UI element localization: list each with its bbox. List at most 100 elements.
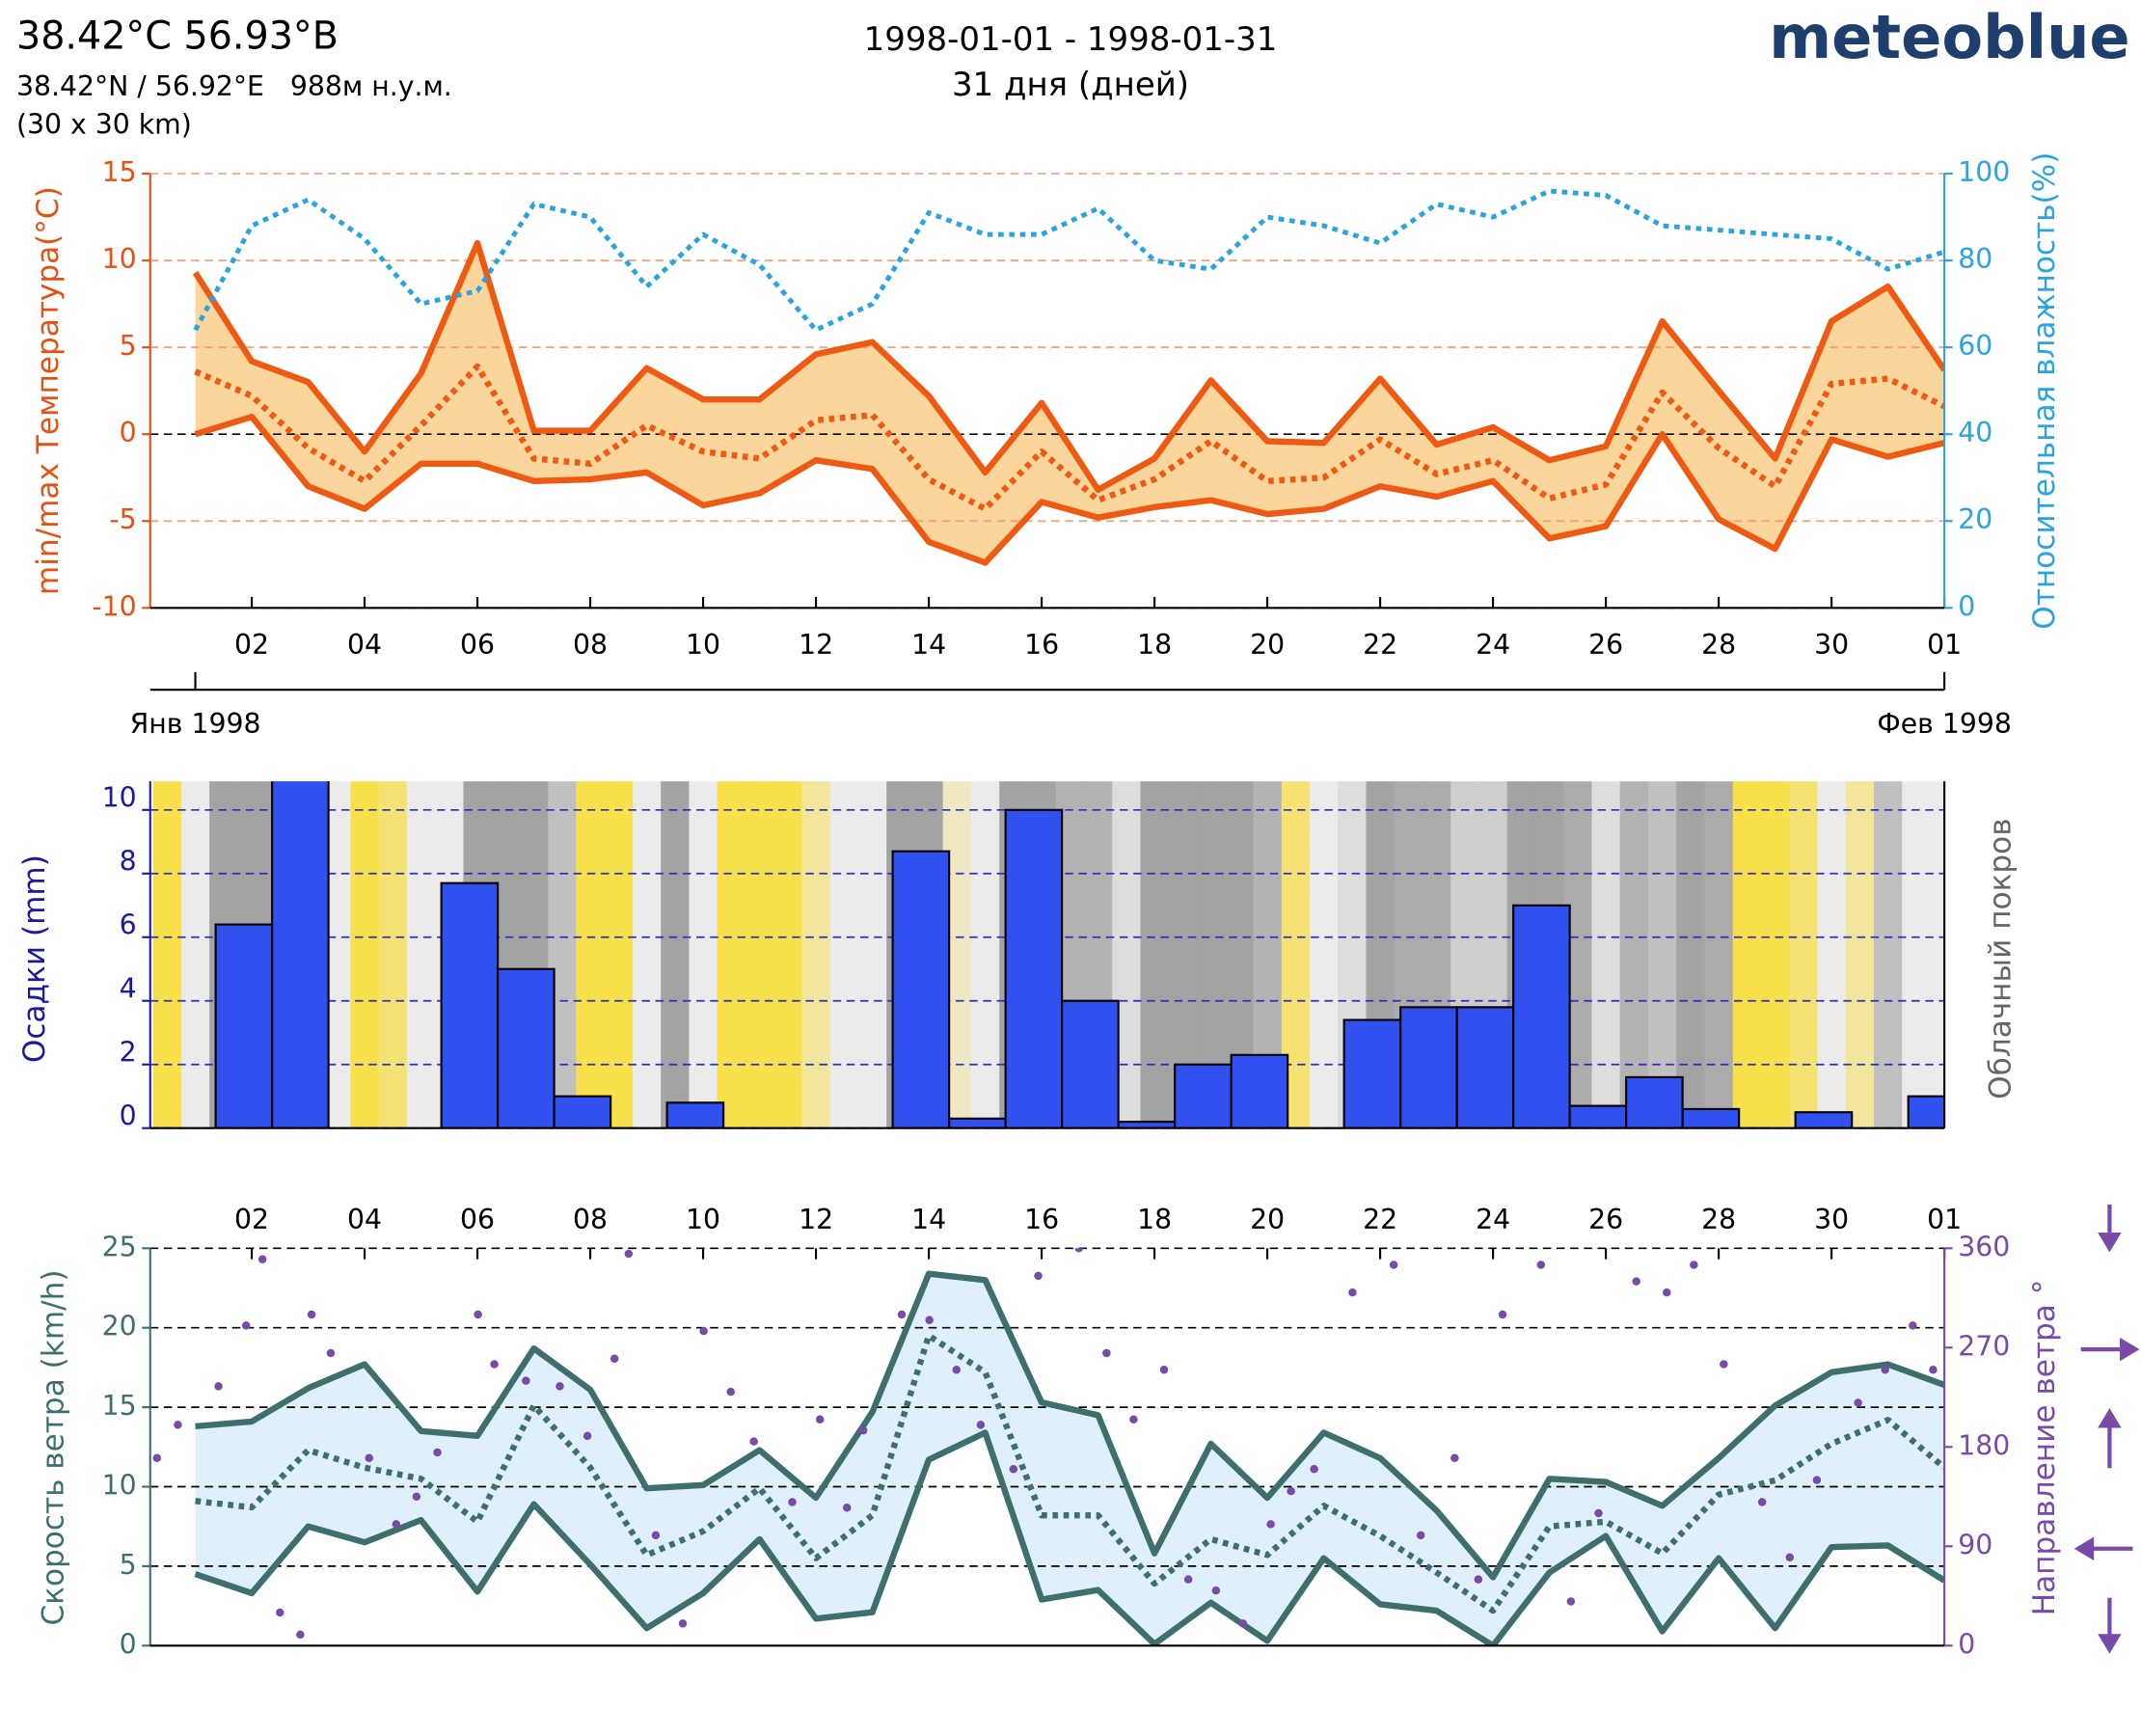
direction-point bbox=[1785, 1553, 1795, 1561]
cloud-cover bbox=[1676, 781, 1706, 1128]
direction-point bbox=[1416, 1531, 1425, 1540]
y-tick-label: -10 bbox=[92, 590, 136, 622]
cloud-cover bbox=[378, 781, 408, 1128]
y2-tick-label: 360 bbox=[1958, 1231, 2010, 1262]
y-axis-label: Осадки (mm) bbox=[17, 854, 52, 1063]
direction-point bbox=[699, 1326, 708, 1336]
cloud-cover bbox=[1930, 781, 1945, 1128]
x-tick-label: 08 bbox=[573, 629, 608, 661]
bar bbox=[1907, 1095, 1945, 1128]
x-tick-label: 16 bbox=[1024, 629, 1059, 661]
y-tick-label: 0 bbox=[120, 417, 137, 448]
bar bbox=[1512, 904, 1571, 1128]
x-tick-label: 01 bbox=[1927, 1204, 1962, 1235]
direction-point bbox=[326, 1348, 336, 1358]
direction-point bbox=[1266, 1520, 1275, 1529]
direction-point bbox=[433, 1448, 442, 1457]
direction-point bbox=[1159, 1365, 1169, 1374]
x-tick-label: 14 bbox=[911, 1204, 946, 1235]
cloud-cover bbox=[1647, 781, 1677, 1128]
direction-point bbox=[1310, 1464, 1318, 1474]
y-tick-label: 5 bbox=[120, 330, 137, 362]
cloud-cover bbox=[1845, 781, 1875, 1128]
direction-point bbox=[1881, 1365, 1889, 1374]
cloud-cover bbox=[1619, 781, 1649, 1128]
cloud-cover bbox=[661, 781, 691, 1128]
x-tick-label: 20 bbox=[1250, 1204, 1285, 1235]
bar bbox=[271, 781, 330, 1128]
direction-point bbox=[842, 1504, 852, 1512]
line bbox=[195, 1270, 1945, 1581]
cloud-cover bbox=[970, 781, 1000, 1128]
bar bbox=[1399, 1006, 1458, 1128]
direction-point bbox=[1287, 1486, 1295, 1496]
bar bbox=[1625, 1075, 1684, 1128]
direction-point bbox=[610, 1354, 619, 1363]
y-axis-label: Скорость ветра (km/h) bbox=[37, 1269, 71, 1625]
y-tick-label: 15 bbox=[102, 1390, 137, 1422]
x-tick-label: 10 bbox=[686, 629, 720, 661]
month-label: Янв 1998 bbox=[130, 708, 261, 740]
arrow-head bbox=[2120, 1337, 2140, 1362]
direction-point bbox=[1720, 1360, 1728, 1369]
cloud-cover bbox=[350, 781, 380, 1128]
y-tick-label: 10 bbox=[102, 781, 137, 813]
cloud-cover bbox=[717, 781, 746, 1128]
y-tick-label: -5 bbox=[109, 503, 136, 535]
band-layer bbox=[195, 243, 1945, 563]
direction-point bbox=[522, 1376, 530, 1385]
direction-point bbox=[1348, 1288, 1357, 1297]
cloud-cover bbox=[801, 781, 831, 1128]
data-layer bbox=[214, 781, 1945, 1128]
x-tick-label: 06 bbox=[460, 629, 495, 661]
x-tick-label: 22 bbox=[1363, 629, 1397, 661]
x-tick-label: 08 bbox=[573, 1204, 608, 1235]
direction-arrows bbox=[2073, 1204, 2140, 1654]
line bbox=[194, 414, 1945, 566]
direction-point bbox=[1183, 1575, 1193, 1584]
y-tick-label: 20 bbox=[102, 1311, 137, 1343]
direction-point bbox=[1009, 1464, 1018, 1474]
bar bbox=[497, 967, 556, 1128]
cloud-cover bbox=[1309, 781, 1339, 1128]
direction-point bbox=[749, 1437, 758, 1446]
y-tick-label: 4 bbox=[120, 972, 137, 1004]
axis-layer: 0 2 4 6 8 10 bbox=[102, 781, 1946, 1131]
direction-point bbox=[976, 1421, 986, 1429]
direction-point bbox=[152, 1453, 162, 1462]
arrow-head bbox=[2098, 1408, 2122, 1428]
x-tick-label: 06 bbox=[460, 1204, 495, 1235]
direction-point bbox=[1757, 1498, 1767, 1506]
bar bbox=[1681, 1107, 1741, 1128]
y2-tick-label: 180 bbox=[1958, 1429, 2010, 1461]
range-band bbox=[195, 243, 1945, 563]
direction-point bbox=[788, 1498, 797, 1506]
x-tick-label: 04 bbox=[347, 629, 382, 661]
y-tick-label: 5 bbox=[120, 1549, 137, 1581]
coords: 38.42°N / 56.92°E 988м н.у.м. bbox=[16, 70, 452, 102]
x-tick-label: 10 bbox=[686, 1204, 720, 1235]
direction-point bbox=[1389, 1261, 1398, 1269]
y-tick-label: 25 bbox=[102, 1231, 137, 1262]
direction-point bbox=[1129, 1415, 1138, 1424]
x-tick-label: 02 bbox=[234, 629, 269, 661]
data-layer bbox=[152, 1248, 1945, 1646]
data-layer bbox=[192, 188, 1945, 566]
cloud-cover bbox=[689, 781, 718, 1128]
month-label: Фев 1998 bbox=[1877, 708, 2011, 740]
cloud-cover bbox=[1704, 781, 1734, 1128]
direction-point bbox=[1498, 1310, 1507, 1319]
x-tick-label: 24 bbox=[1476, 629, 1510, 661]
direction-point bbox=[1690, 1261, 1698, 1269]
arrow-head bbox=[2098, 1634, 2122, 1654]
x-tick-label: 30 bbox=[1814, 1204, 1849, 1235]
direction-point bbox=[1663, 1288, 1671, 1297]
direction-point bbox=[241, 1321, 251, 1330]
x-tick-label: 14 bbox=[911, 629, 946, 661]
x-tick-label: 12 bbox=[799, 629, 833, 661]
x-tick-label: 16 bbox=[1024, 1204, 1059, 1235]
direction-point bbox=[1632, 1277, 1640, 1286]
y2-axis-label: Направление ветра ° bbox=[2027, 1280, 2062, 1616]
